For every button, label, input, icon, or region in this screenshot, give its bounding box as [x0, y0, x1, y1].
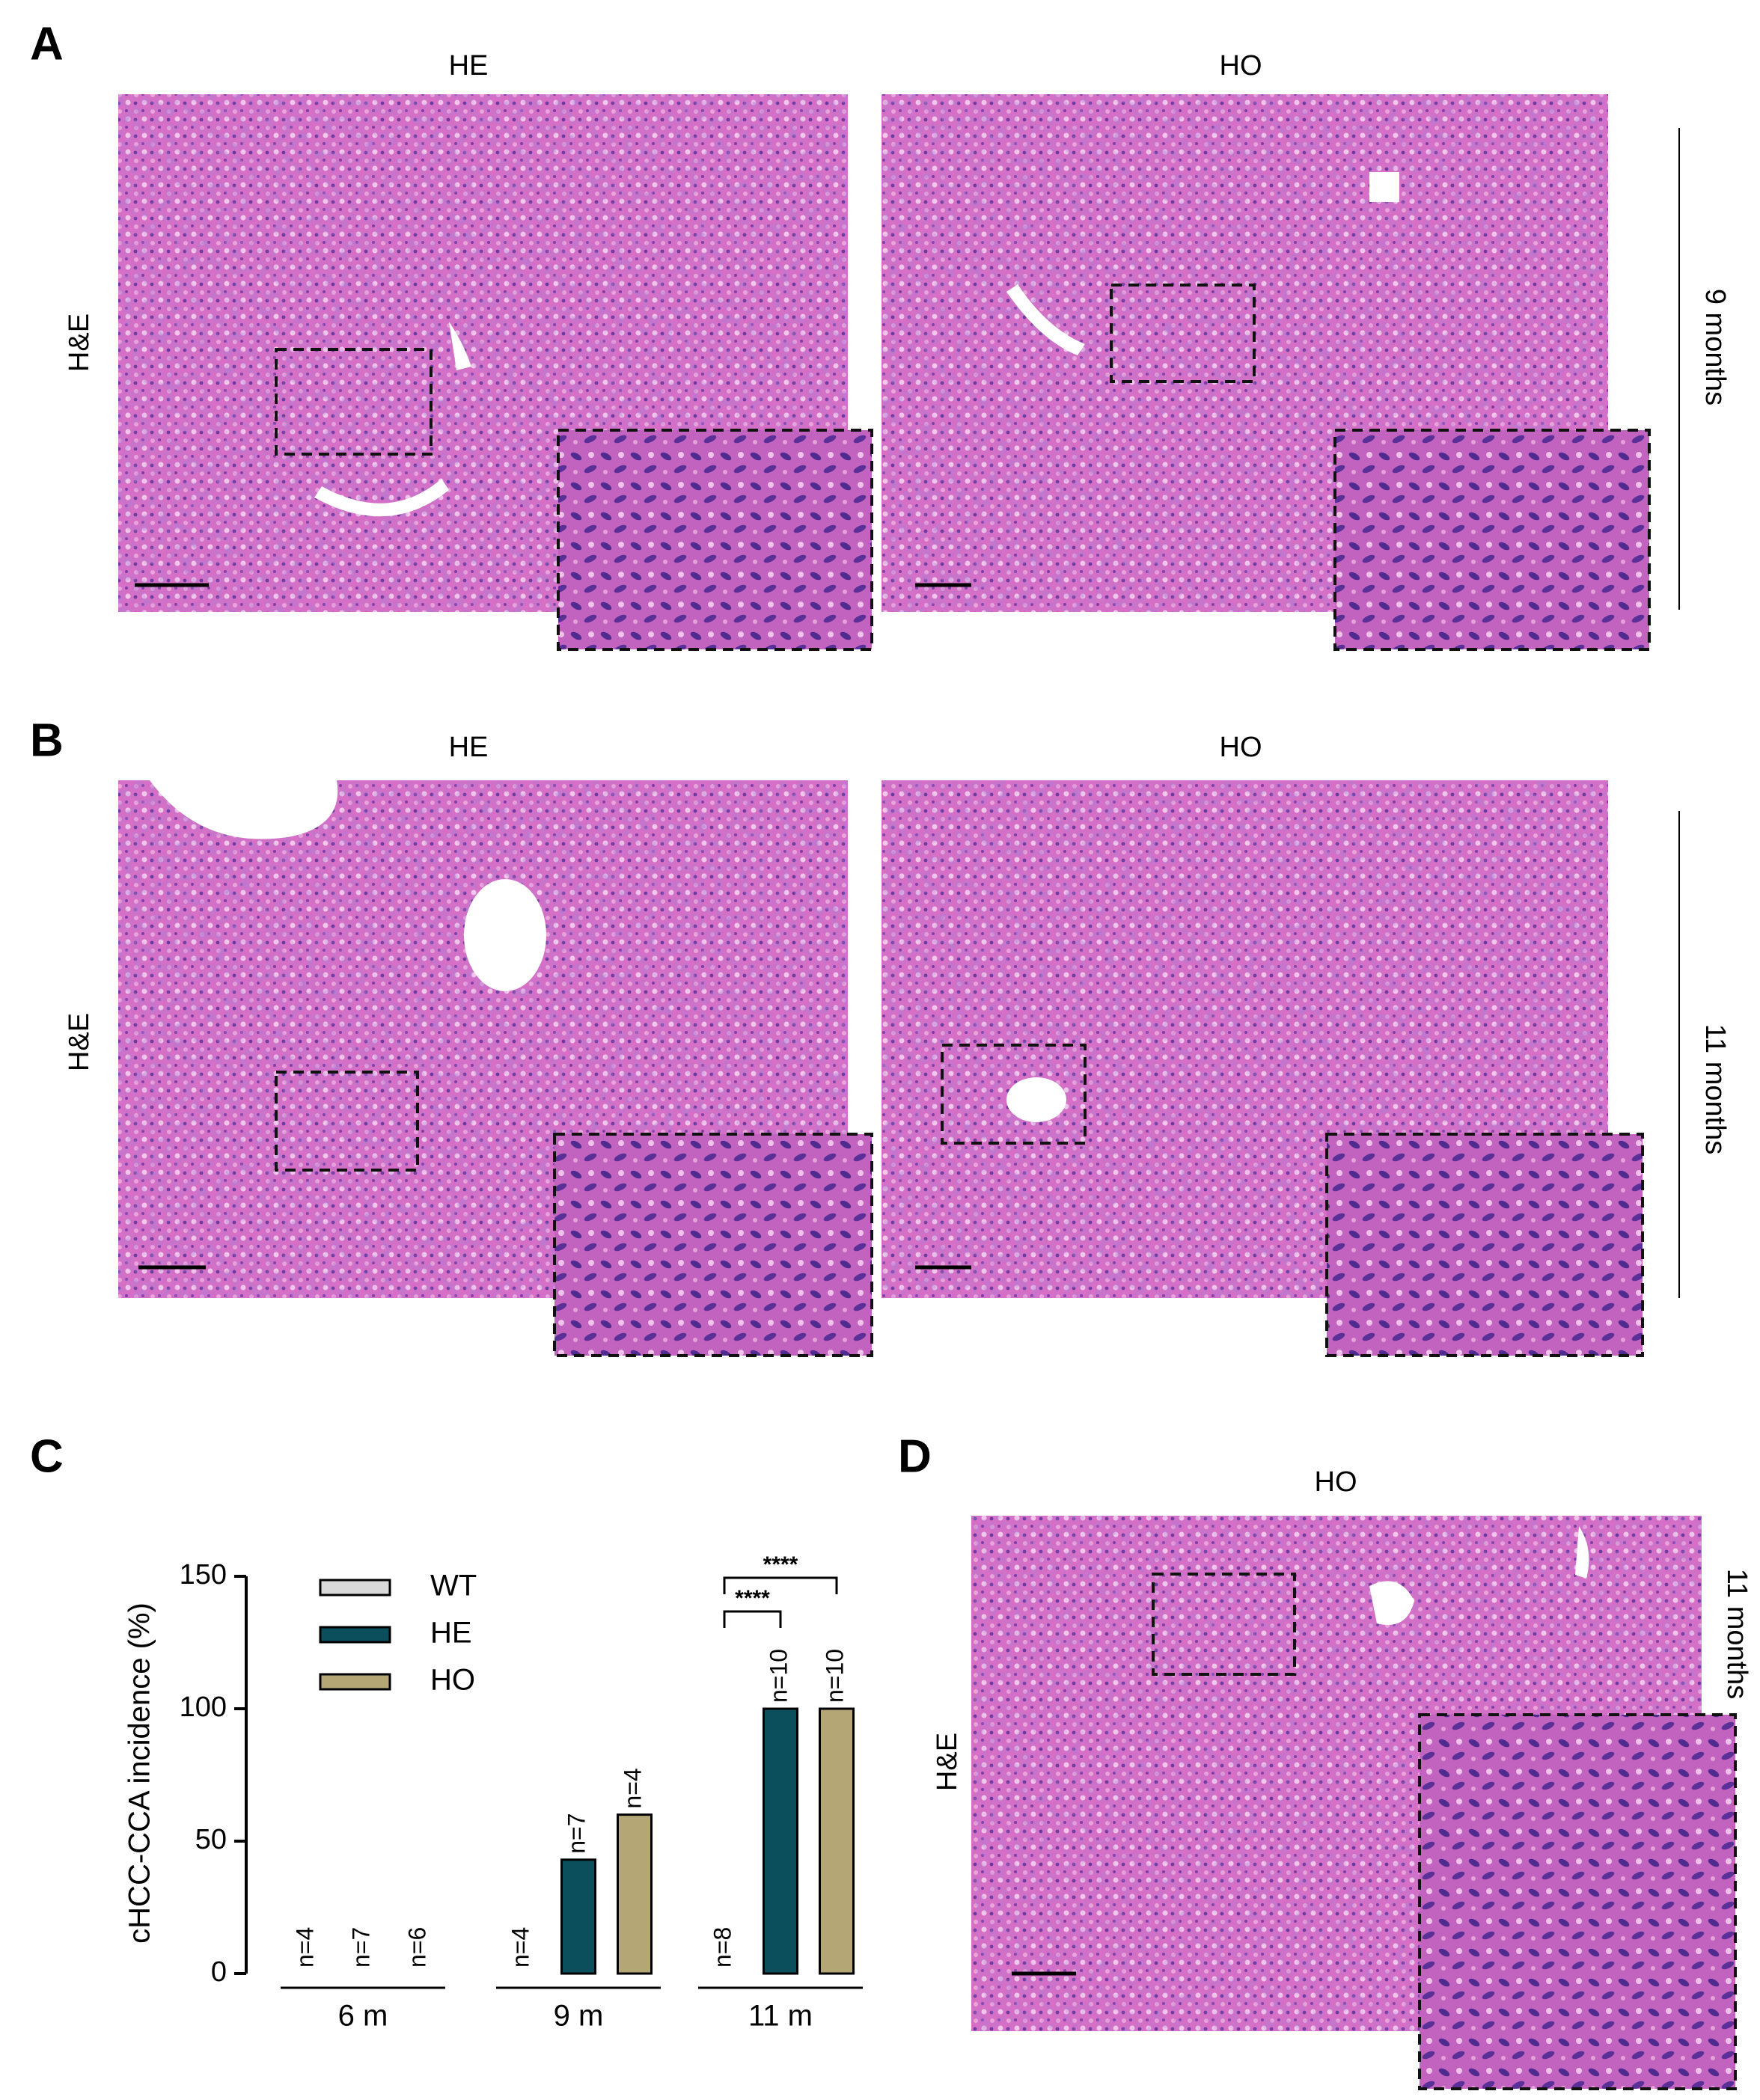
bar — [819, 1707, 855, 1975]
legend-label: HO — [430, 1664, 475, 1697]
y-tick-label: 150 — [180, 1559, 227, 1591]
row-label: H&E — [932, 1733, 963, 1791]
n-label: n=7 — [563, 1813, 590, 1853]
y-axis-label: cHCC-CCA incidence (%) — [123, 1602, 156, 1944]
panel-letter: C — [30, 1430, 64, 1482]
bar — [560, 1858, 596, 1975]
micrograph — [118, 780, 1680, 1357]
micrograph — [971, 1516, 1737, 2090]
time-label: 11 months — [1721, 1569, 1753, 1700]
legend-label: WT — [430, 1570, 477, 1602]
y-tick-label: 100 — [180, 1692, 227, 1723]
column-title: HO — [1220, 50, 1262, 82]
n-label: n=6 — [403, 1927, 430, 1968]
legend-swatch — [319, 1673, 391, 1691]
column-title: HE — [449, 50, 489, 82]
panel-letter: B — [30, 714, 64, 766]
y-tick-label: 50 — [195, 1824, 227, 1855]
column-title: HO — [1315, 1466, 1357, 1498]
bar-chart: 0 50 100 150 6 m n=4 n=7 n=6 9 m n=4 n=7 n=4 11 m n=8… — [180, 1552, 863, 2033]
row-label: H&E — [64, 1013, 95, 1071]
row-label: H&E — [64, 313, 95, 372]
bar — [763, 1707, 798, 1975]
n-label: n=4 — [619, 1768, 646, 1808]
legend-swatch — [319, 1579, 391, 1597]
x-tick-label: 9 m — [554, 2000, 604, 2033]
legend-label: HE — [430, 1617, 472, 1650]
significance-bracket — [723, 1576, 838, 1594]
n-label: n=4 — [291, 1927, 318, 1968]
n-label: n=4 — [507, 1927, 534, 1968]
n-label: n=10 — [765, 1649, 792, 1703]
panel-letter: A — [30, 18, 64, 70]
time-label: 11 months — [1699, 1024, 1731, 1155]
x-tick-label: 11 m — [748, 2000, 813, 2033]
x-tick-label: 6 m — [338, 2000, 388, 2033]
n-label: n=7 — [347, 1927, 374, 1968]
significance-label: **** — [763, 1552, 798, 1577]
micrograph — [118, 94, 1680, 651]
column-title: HE — [449, 732, 489, 763]
y-tick-label: 0 — [211, 1956, 227, 1988]
column-title: HO — [1220, 732, 1262, 763]
significance-label: **** — [735, 1586, 770, 1611]
bar — [617, 1813, 653, 1975]
n-label: n=8 — [709, 1927, 736, 1968]
n-label: n=10 — [821, 1649, 848, 1703]
legend-swatch — [319, 1626, 391, 1644]
panel-letter: D — [898, 1430, 932, 1482]
significance-bracket — [723, 1610, 782, 1628]
time-label: 9 months — [1699, 289, 1731, 405]
